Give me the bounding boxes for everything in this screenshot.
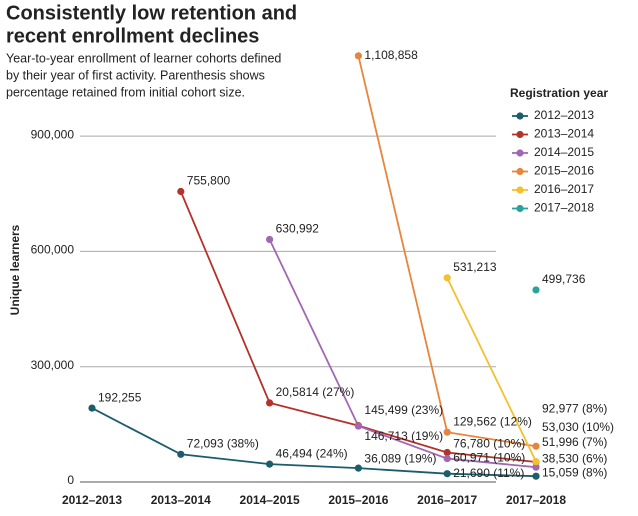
data-point [266, 399, 274, 407]
data-label: 630,992 [276, 222, 320, 236]
legend-label: 2013–2014 [534, 127, 594, 141]
x-tick-label: 2013–2014 [151, 493, 211, 507]
data-label: 499,736 [542, 272, 586, 286]
data-label: 531,213 [453, 260, 497, 274]
y-tick-label: 0 [67, 473, 74, 487]
data-point [443, 470, 451, 478]
data-label: 145,499 (23%) [364, 403, 443, 417]
y-tick-label: 900,000 [31, 127, 75, 141]
x-tick-label: 2014–2015 [240, 493, 300, 507]
data-point [532, 472, 540, 480]
x-tick-label: 2015–2016 [328, 493, 388, 507]
subtitle: by their year of first activity. Parenth… [6, 68, 265, 82]
chart-title: Consistently low retention and [6, 2, 297, 24]
data-label: 46,494 (24%) [276, 446, 348, 460]
data-point [532, 286, 540, 294]
data-point [532, 458, 540, 466]
legend-title: Registration year [510, 86, 608, 100]
x-tick-label: 2017–2018 [506, 493, 566, 507]
data-point [443, 428, 451, 436]
data-point [177, 450, 185, 458]
x-tick-label: 2016–2017 [417, 493, 477, 507]
data-point [354, 422, 362, 430]
subtitle: Year-to-year enrollment of learner cohor… [6, 51, 281, 65]
data-point [354, 464, 362, 472]
data-point [532, 463, 540, 471]
data-label: 192,255 [98, 390, 142, 404]
series-line [91, 407, 537, 478]
data-label: 60,971 (10%) [453, 451, 525, 465]
legend-label: 2016–2017 [534, 182, 594, 196]
data-point [88, 404, 96, 412]
data-point [443, 448, 451, 457]
data-point [177, 187, 185, 196]
legend-label: 2015–2016 [534, 164, 594, 178]
chart-title: recent enrollment declines [6, 25, 259, 47]
data-label: 129,562 (12%) [453, 414, 532, 428]
data-label: 1,108,858 [364, 48, 418, 62]
subtitle: percentage retained from initial cohort … [6, 85, 245, 99]
series-line [446, 277, 537, 463]
legend-label: 2014–2015 [534, 145, 594, 159]
data-label: 53,030 (10%) [542, 420, 614, 434]
data-label: 72,093 (38%) [187, 436, 259, 450]
data-point [354, 52, 362, 60]
data-label: 38,530 (6%) [542, 451, 607, 465]
legend-label: 2012–2013 [534, 108, 594, 122]
data-point [443, 274, 451, 282]
y-tick-label: 600,000 [31, 243, 75, 257]
data-point [266, 235, 274, 244]
data-label: 76,780 (10%) [453, 437, 525, 451]
data-point [532, 442, 540, 450]
series-line [268, 239, 537, 469]
data-label: 92,977 (8%) [542, 401, 607, 415]
legend-label: 2017–2018 [534, 201, 594, 215]
data-label: 51,996 (7%) [542, 435, 607, 449]
x-tick-label: 2012–2013 [62, 493, 122, 507]
data-label: 36,089 (19%) [364, 451, 436, 465]
data-label: 21,690 (11%) [453, 466, 524, 480]
data-point [266, 460, 274, 468]
y-tick-label: 300,000 [31, 358, 75, 372]
data-label: 755,800 [187, 174, 231, 188]
data-label: 146,713 (19%) [364, 429, 443, 443]
data-point [443, 454, 451, 463]
y-axis-label: Unique learners [8, 224, 22, 315]
data-label: 20,5814 (27%) [276, 385, 355, 399]
data-label: 15,059 (8%) [542, 465, 607, 479]
